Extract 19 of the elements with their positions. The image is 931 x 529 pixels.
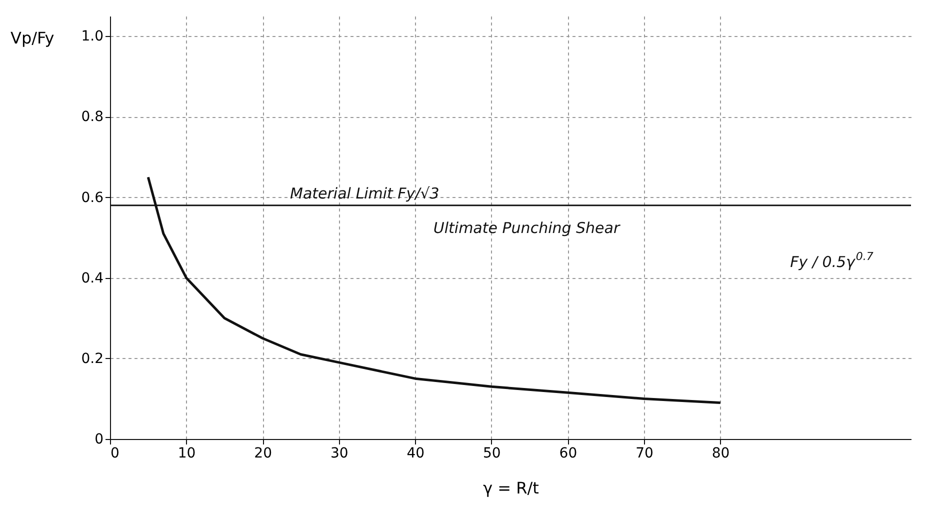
x-tick-label: 50 xyxy=(483,446,501,462)
y-tick-label: 0.6 xyxy=(81,190,104,206)
y-tick-label: 0.4 xyxy=(81,270,104,286)
x-axis-title: γ = R/t xyxy=(483,478,539,498)
x-tick-label: 60 xyxy=(559,446,578,462)
x-tick-label: 70 xyxy=(636,446,654,462)
x-tick-label: 10 xyxy=(178,446,196,462)
y-axis-title: Vp/Fy xyxy=(10,28,54,48)
y-tick-label: 0.8 xyxy=(81,109,104,126)
annotation: Ultimate Punching Shear xyxy=(433,218,620,237)
x-tick-label: 20 xyxy=(254,446,272,462)
x-tick-label: 40 xyxy=(406,446,425,462)
y-tick-label: 1.0 xyxy=(81,28,104,45)
x-tick-label: 30 xyxy=(330,446,348,462)
x-tick-label: 0 xyxy=(110,446,120,462)
y-tick-label: 0 xyxy=(94,432,104,448)
ref-line-label: Material Limit Fy/√3 xyxy=(290,184,440,202)
y-tick-label: 0.2 xyxy=(81,350,104,367)
x-tick-label: 80 xyxy=(712,446,730,462)
